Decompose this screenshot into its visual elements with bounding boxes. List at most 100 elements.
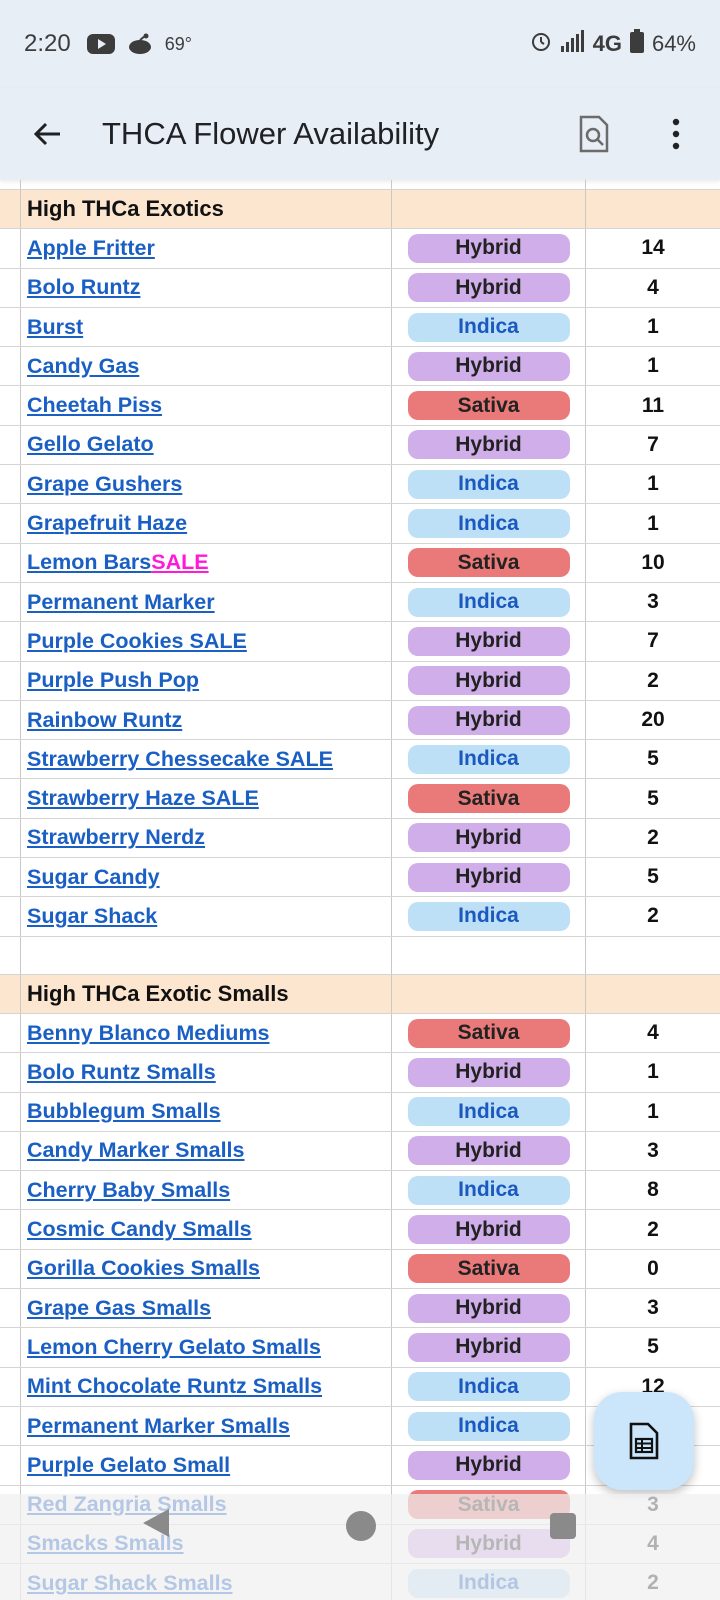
quantity-cell[interactable]: 2: [647, 668, 659, 692]
quantity-cell[interactable]: 7: [647, 629, 659, 653]
strain-link[interactable]: Permanent Marker Smalls: [27, 1413, 290, 1438]
type-cell[interactable]: Hybrid: [392, 1210, 586, 1249]
quantity-cell[interactable]: 0: [647, 1256, 659, 1280]
quantity-cell[interactable]: 1: [647, 1060, 659, 1084]
type-cell[interactable]: Sativa: [392, 386, 586, 425]
strain-link[interactable]: Candy Marker Smalls: [27, 1138, 245, 1163]
strain-link[interactable]: Grape Gushers: [27, 471, 183, 496]
type-cell[interactable]: Hybrid: [392, 1053, 586, 1092]
quantity-cell[interactable]: 5: [647, 786, 659, 810]
strain-name-cell[interactable]: Apple Fritter: [20, 229, 392, 268]
quantity-cell[interactable]: 3: [647, 1138, 659, 1162]
strain-name-cell[interactable]: Grape Gas Smalls: [20, 1289, 392, 1328]
strain-link[interactable]: Lemon Bars: [27, 550, 152, 575]
type-cell[interactable]: Sativa: [392, 1013, 586, 1053]
type-cell[interactable]: Hybrid: [392, 818, 586, 858]
type-cell[interactable]: Indica: [392, 1367, 586, 1406]
strain-name-cell[interactable]: Sugar Shack: [20, 897, 392, 936]
quantity-cell[interactable]: 4: [647, 1021, 659, 1045]
strain-link[interactable]: Sugar Candy: [27, 864, 160, 889]
strain-name-cell[interactable]: Burst: [20, 307, 392, 347]
quantity-cell[interactable]: 1: [647, 511, 659, 535]
section-header[interactable]: High THCa Exotics: [20, 190, 392, 229]
strain-name-cell[interactable]: Cosmic Candy Smalls: [20, 1210, 392, 1249]
strain-name-cell[interactable]: Purple Cookies SALE: [20, 622, 392, 661]
type-cell[interactable]: Indica: [392, 740, 586, 779]
strain-name-cell[interactable]: Permanent Marker: [20, 582, 392, 622]
strain-link[interactable]: Apple Fritter: [27, 235, 155, 260]
more-options-button[interactable]: [648, 106, 704, 162]
quantity-cell[interactable]: 3: [647, 1296, 659, 1320]
strain-link[interactable]: Purple Gelato Small: [27, 1452, 231, 1477]
quantity-cell[interactable]: 20: [641, 708, 665, 731]
type-cell[interactable]: Hybrid: [392, 1328, 586, 1367]
type-cell[interactable]: Indica: [392, 307, 586, 347]
cell[interactable]: [392, 190, 586, 229]
quantity-cell[interactable]: 11: [641, 393, 665, 417]
quantity-cell[interactable]: 10: [641, 550, 665, 574]
strain-name-cell[interactable]: Gello Gelato: [20, 425, 392, 465]
quantity-cell[interactable]: 1: [647, 1099, 659, 1123]
strain-link[interactable]: Strawberry Chessecake SALE: [27, 746, 333, 771]
strain-name-cell[interactable]: Bubblegum Smalls: [20, 1092, 392, 1131]
back-button[interactable]: [20, 106, 76, 162]
type-cell[interactable]: Indica: [392, 1092, 586, 1131]
strain-name-cell[interactable]: Sugar Candy: [20, 858, 392, 897]
type-cell[interactable]: Hybrid: [392, 1289, 586, 1328]
quantity-cell[interactable]: 4: [647, 275, 659, 299]
strain-name-cell[interactable]: Cherry Baby Smalls: [20, 1171, 392, 1210]
strain-link[interactable]: Mint Chocolate Runtz Smalls: [27, 1374, 323, 1399]
strain-link[interactable]: Gello Gelato: [27, 432, 154, 457]
quantity-cell[interactable]: 3: [647, 590, 659, 614]
strain-name-cell[interactable]: Candy Marker Smalls: [20, 1131, 392, 1171]
strain-name-cell[interactable]: Lemon Bars SALE: [20, 543, 392, 582]
type-cell[interactable]: Indica: [392, 1171, 586, 1210]
quantity-cell[interactable]: 1: [647, 472, 659, 496]
type-cell[interactable]: Indica: [392, 582, 586, 622]
type-cell[interactable]: Sativa: [392, 543, 586, 582]
strain-link[interactable]: Purple Push Pop: [27, 668, 200, 693]
strain-name-cell[interactable]: Permanent Marker Smalls: [20, 1406, 392, 1446]
strain-name-cell[interactable]: Purple Push Pop: [20, 661, 392, 700]
quantity-cell[interactable]: 2: [647, 825, 659, 849]
strain-name-cell[interactable]: Cheetah Piss: [20, 386, 392, 425]
quantity-cell[interactable]: 2: [647, 1217, 659, 1241]
cell[interactable]: [586, 190, 720, 228]
cell[interactable]: [20, 180, 392, 189]
type-cell[interactable]: Hybrid: [392, 425, 586, 465]
strain-link[interactable]: Grapefruit Haze: [27, 511, 188, 536]
strain-link[interactable]: Rainbow Runtz: [27, 707, 183, 732]
type-cell[interactable]: Indica: [392, 465, 586, 504]
strain-name-cell[interactable]: Bolo Runtz: [20, 268, 392, 307]
strain-link[interactable]: Permanent Marker: [27, 589, 215, 614]
quantity-cell[interactable]: 14: [641, 236, 665, 260]
strain-link[interactable]: Lemon Cherry Gelato Smalls: [27, 1334, 321, 1359]
type-cell[interactable]: Indica: [392, 504, 586, 543]
quantity-cell[interactable]: 1: [647, 354, 659, 378]
type-cell[interactable]: Sativa: [392, 1249, 586, 1289]
open-in-sheets-button[interactable]: [594, 1392, 694, 1490]
strain-link[interactable]: Cherry Baby Smalls: [27, 1177, 231, 1202]
strain-name-cell[interactable]: Purple Gelato Small: [20, 1446, 392, 1485]
strain-name-cell[interactable]: Mint Chocolate Runtz Smalls: [20, 1367, 392, 1406]
strain-link[interactable]: Purple Cookies SALE: [27, 628, 247, 653]
strain-name-cell[interactable]: Grapefruit Haze: [20, 504, 392, 543]
strain-link[interactable]: Benny Blanco Mediums: [27, 1020, 270, 1045]
strain-link[interactable]: Grape Gas Smalls: [27, 1295, 212, 1320]
section-header[interactable]: High THCa Exotic Smalls: [20, 974, 392, 1013]
cell[interactable]: [586, 937, 720, 974]
quantity-cell[interactable]: 5: [647, 865, 659, 889]
strain-link[interactable]: Bolo Runtz Smalls: [27, 1059, 216, 1084]
strain-link[interactable]: Strawberry Haze SALE: [27, 786, 259, 811]
quantity-cell[interactable]: 8: [647, 1178, 659, 1202]
type-cell[interactable]: Hybrid: [392, 347, 586, 386]
nav-back-button[interactable]: [143, 1509, 169, 1537]
cell[interactable]: [586, 180, 720, 189]
strain-name-cell[interactable]: Strawberry Haze SALE: [20, 779, 392, 818]
type-cell[interactable]: Hybrid: [392, 622, 586, 661]
quantity-cell[interactable]: 5: [647, 747, 659, 771]
nav-recents-button[interactable]: [550, 1513, 576, 1539]
cell[interactable]: [392, 180, 586, 189]
type-cell[interactable]: Sativa: [392, 779, 586, 818]
sale-tag[interactable]: SALE: [151, 550, 209, 575]
